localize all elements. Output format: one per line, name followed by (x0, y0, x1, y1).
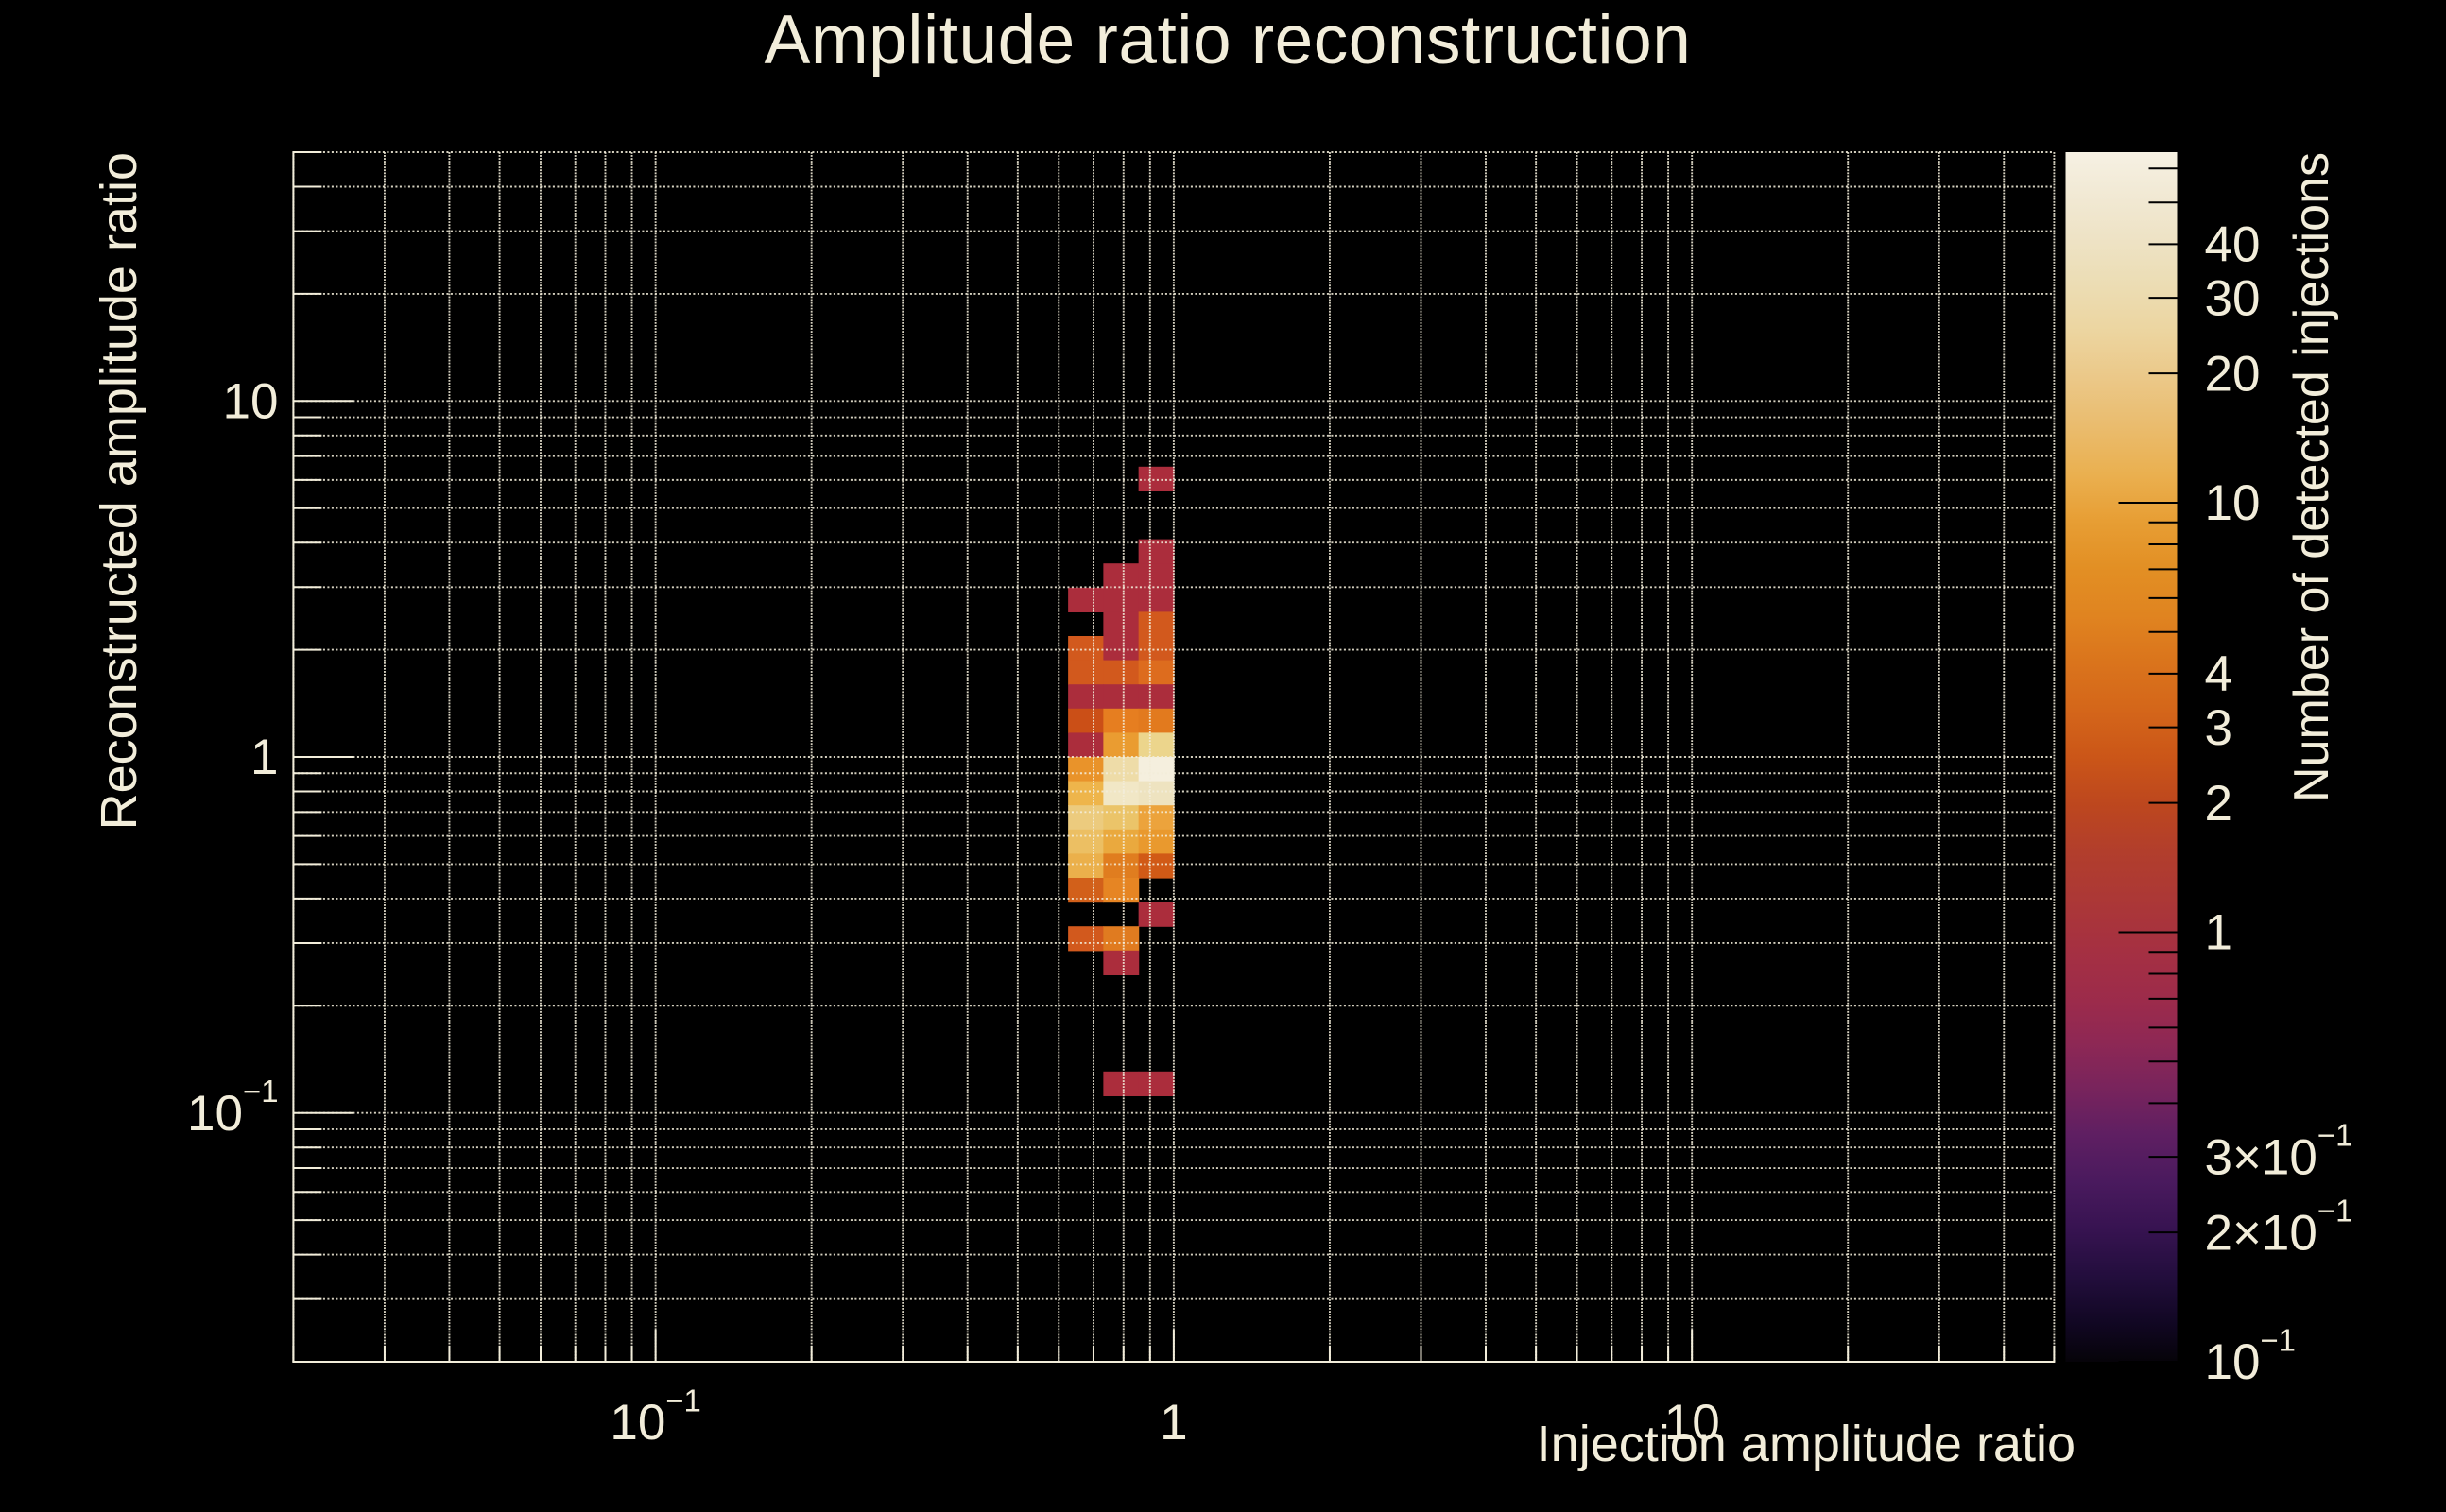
svg-text:1: 1 (250, 730, 278, 785)
svg-text:3: 3 (2205, 700, 2232, 756)
svg-text:Amplitude ratio reconstruction: Amplitude ratio reconstruction (765, 2, 1692, 78)
svg-text:10: 10 (2205, 475, 2261, 531)
svg-text:10: 10 (223, 374, 279, 430)
svg-text:Reconstructed amplitude ratio: Reconstructed amplitude ratio (91, 152, 147, 830)
svg-text:1: 1 (1160, 1395, 1187, 1451)
svg-text:10−1: 10−1 (2205, 1323, 2296, 1391)
svg-text:Number of detected injections: Number of detected injections (2284, 152, 2339, 802)
svg-text:2: 2 (2205, 776, 2232, 832)
svg-text:20: 20 (2205, 346, 2261, 402)
svg-text:Injection amplitude ratio: Injection amplitude ratio (1537, 1416, 2076, 1472)
svg-text:10: 10 (1664, 1395, 1720, 1451)
svg-text:40: 40 (2205, 217, 2261, 273)
svg-text:30: 30 (2205, 270, 2261, 326)
svg-text:4: 4 (2205, 646, 2232, 702)
svg-text:1: 1 (2205, 905, 2232, 961)
